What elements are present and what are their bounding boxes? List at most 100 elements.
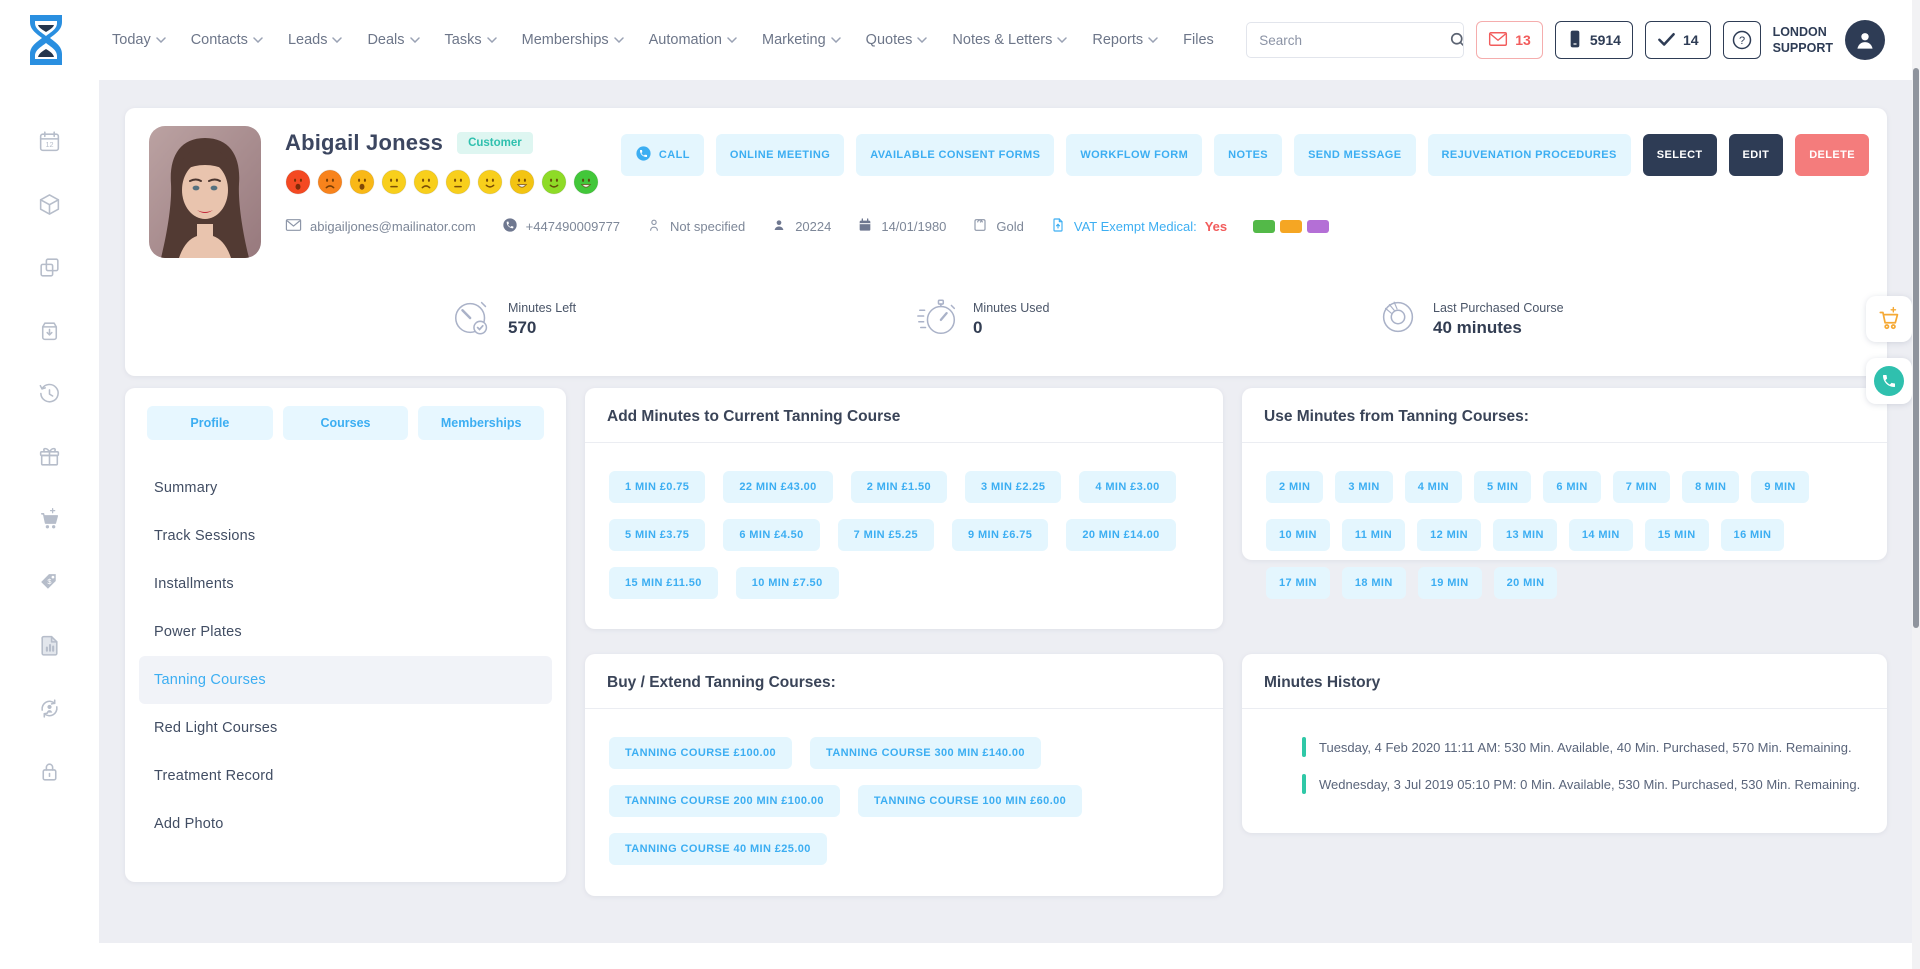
nav-item-tasks[interactable]: Tasks: [445, 32, 497, 48]
add-minutes-button[interactable]: 7 MIN £5.25: [837, 519, 934, 551]
use-minutes-button[interactable]: 2 MIN: [1266, 471, 1324, 503]
add-minutes-button[interactable]: 20 MIN £14.00: [1066, 519, 1176, 551]
tab-profile[interactable]: Profile: [147, 406, 273, 440]
nav-item-files[interactable]: Files: [1183, 32, 1214, 48]
buy-course-button[interactable]: TANNING COURSE 200 MIN £100.00: [609, 785, 840, 817]
use-minutes-button[interactable]: 3 MIN: [1335, 471, 1393, 503]
menu-item-treatment-record[interactable]: Treatment Record: [154, 768, 274, 784]
nav-item-contacts[interactable]: Contacts: [191, 32, 263, 48]
mood-2[interactable]: [317, 169, 343, 200]
tasks-badge[interactable]: 14: [1644, 21, 1711, 59]
nav-item-automation[interactable]: Automation: [649, 32, 737, 48]
nav-item-leads[interactable]: Leads: [288, 32, 343, 48]
use-minutes-button[interactable]: 16 MIN: [1720, 519, 1785, 551]
use-minutes-button[interactable]: 17 MIN: [1266, 567, 1330, 599]
user-sync-icon[interactable]: [37, 695, 63, 721]
workflow-form-button[interactable]: WORKFLOW FORM: [1066, 134, 1203, 176]
add-minutes-button[interactable]: 15 MIN £11.50: [609, 567, 718, 599]
nav-item-memberships[interactable]: Memberships: [522, 32, 624, 48]
nav-item-reports[interactable]: Reports: [1092, 32, 1158, 48]
user-avatar[interactable]: [1845, 20, 1885, 60]
use-minutes-button[interactable]: 20 MIN: [1493, 567, 1558, 599]
send-message-button[interactable]: SEND MESSAGE: [1294, 134, 1416, 176]
lock-icon[interactable]: [37, 758, 63, 784]
add-minutes-button[interactable]: 2 MIN £1.50: [850, 471, 948, 503]
gift-icon[interactable]: [37, 443, 63, 469]
calendar-date-icon[interactable]: 12: [37, 128, 63, 154]
mood-5[interactable]: [413, 169, 439, 200]
color-tag[interactable]: [1307, 220, 1330, 233]
price-tag-icon[interactable]: $: [37, 569, 63, 595]
report-icon[interactable]: [37, 632, 63, 658]
mood-1[interactable]: [285, 169, 311, 200]
use-minutes-button[interactable]: 8 MIN: [1682, 471, 1740, 503]
mood-10[interactable]: [573, 169, 599, 200]
mood-9[interactable]: [541, 169, 567, 200]
add-minutes-button[interactable]: 10 MIN £7.50: [735, 567, 839, 599]
package-icon[interactable]: [37, 191, 63, 217]
mood-4[interactable]: [381, 169, 407, 200]
mood-8[interactable]: [509, 169, 535, 200]
menu-item-track-sessions[interactable]: Track Sessions: [154, 528, 256, 544]
use-minutes-button[interactable]: 10 MIN: [1266, 519, 1330, 551]
select-button[interactable]: SELECT: [1642, 134, 1717, 176]
archive-icon[interactable]: [37, 317, 63, 343]
buy-course-button[interactable]: TANNING COURSE 300 MIN £140.00: [810, 737, 1041, 769]
use-minutes-button[interactable]: 13 MIN: [1492, 519, 1557, 551]
use-minutes-button[interactable]: 15 MIN: [1644, 519, 1709, 551]
use-minutes-button[interactable]: 7 MIN: [1612, 471, 1671, 503]
add-minutes-button[interactable]: 4 MIN £3.00: [1079, 471, 1176, 503]
calls-badge[interactable]: 5914: [1554, 21, 1633, 59]
delete-button[interactable]: DELETE: [1795, 134, 1869, 176]
nav-item-marketing[interactable]: Marketing: [762, 32, 841, 48]
available-consent-forms-button[interactable]: AVAILABLE CONSENT FORMS: [856, 134, 1055, 176]
use-minutes-button[interactable]: 18 MIN: [1341, 567, 1406, 599]
add-minutes-button[interactable]: 5 MIN £3.75: [609, 519, 706, 551]
nav-item-today[interactable]: Today: [112, 32, 166, 48]
use-minutes-button[interactable]: 4 MIN: [1404, 471, 1463, 503]
notes-button[interactable]: NOTES: [1214, 134, 1283, 176]
floating-call-button[interactable]: [1866, 358, 1912, 404]
use-minutes-button[interactable]: 5 MIN: [1474, 471, 1532, 503]
menu-item-add-photo[interactable]: Add Photo: [154, 816, 224, 832]
use-minutes-button[interactable]: 9 MIN: [1751, 471, 1809, 503]
color-tag[interactable]: [1253, 220, 1276, 233]
add-minutes-button[interactable]: 22 MIN £43.00: [723, 471, 833, 503]
help-icon[interactable]: ?: [1722, 21, 1761, 59]
menu-item-tanning-courses[interactable]: Tanning Courses: [139, 656, 552, 704]
menu-item-red-light-courses[interactable]: Red Light Courses: [154, 720, 278, 736]
edit-button[interactable]: EDIT: [1728, 134, 1784, 176]
mood-3[interactable]: [349, 169, 375, 200]
use-minutes-button[interactable]: 19 MIN: [1417, 567, 1482, 599]
app-logo-icon[interactable]: [20, 10, 72, 70]
history-icon[interactable]: [37, 380, 63, 406]
floating-cart-button[interactable]: [1866, 296, 1912, 342]
menu-item-power-plates[interactable]: Power Plates: [154, 624, 242, 640]
mood-6[interactable]: [445, 169, 471, 200]
search-icon[interactable]: [1448, 23, 1464, 57]
menu-item-summary[interactable]: Summary: [154, 480, 218, 496]
use-minutes-button[interactable]: 12 MIN: [1417, 519, 1481, 551]
color-tag[interactable]: [1280, 220, 1303, 233]
cart-icon[interactable]: [37, 506, 63, 532]
buy-course-button[interactable]: TANNING COURSE £100.00: [609, 737, 793, 769]
search-input[interactable]: [1247, 32, 1449, 48]
use-minutes-button[interactable]: 6 MIN: [1543, 471, 1601, 503]
add-minutes-button[interactable]: 1 MIN £0.75: [609, 471, 706, 503]
use-minutes-button[interactable]: 11 MIN: [1341, 519, 1406, 551]
buy-course-button[interactable]: TANNING COURSE 40 MIN £25.00: [609, 833, 827, 865]
call-button[interactable]: CALL: [620, 134, 704, 176]
online-meeting-button[interactable]: ONLINE MEETING: [715, 134, 845, 176]
messages-badge[interactable]: 13: [1476, 21, 1543, 59]
nav-item-notes-letters[interactable]: Notes & Letters: [952, 32, 1068, 48]
rejuvenation-procedures-button[interactable]: REJUVENATION PROCEDURES: [1427, 134, 1631, 176]
use-minutes-button[interactable]: 14 MIN: [1568, 519, 1633, 551]
scrollbar-thumb[interactable]: [1913, 68, 1919, 628]
duplicate-icon[interactable]: [37, 254, 63, 280]
nav-item-deals[interactable]: Deals: [367, 32, 420, 48]
tab-memberships[interactable]: Memberships: [418, 406, 545, 440]
nav-item-quotes[interactable]: Quotes: [866, 32, 928, 48]
add-minutes-button[interactable]: 9 MIN £6.75: [951, 519, 1049, 551]
tab-courses[interactable]: Courses: [282, 406, 409, 440]
add-minutes-button[interactable]: 6 MIN £4.50: [723, 519, 820, 551]
